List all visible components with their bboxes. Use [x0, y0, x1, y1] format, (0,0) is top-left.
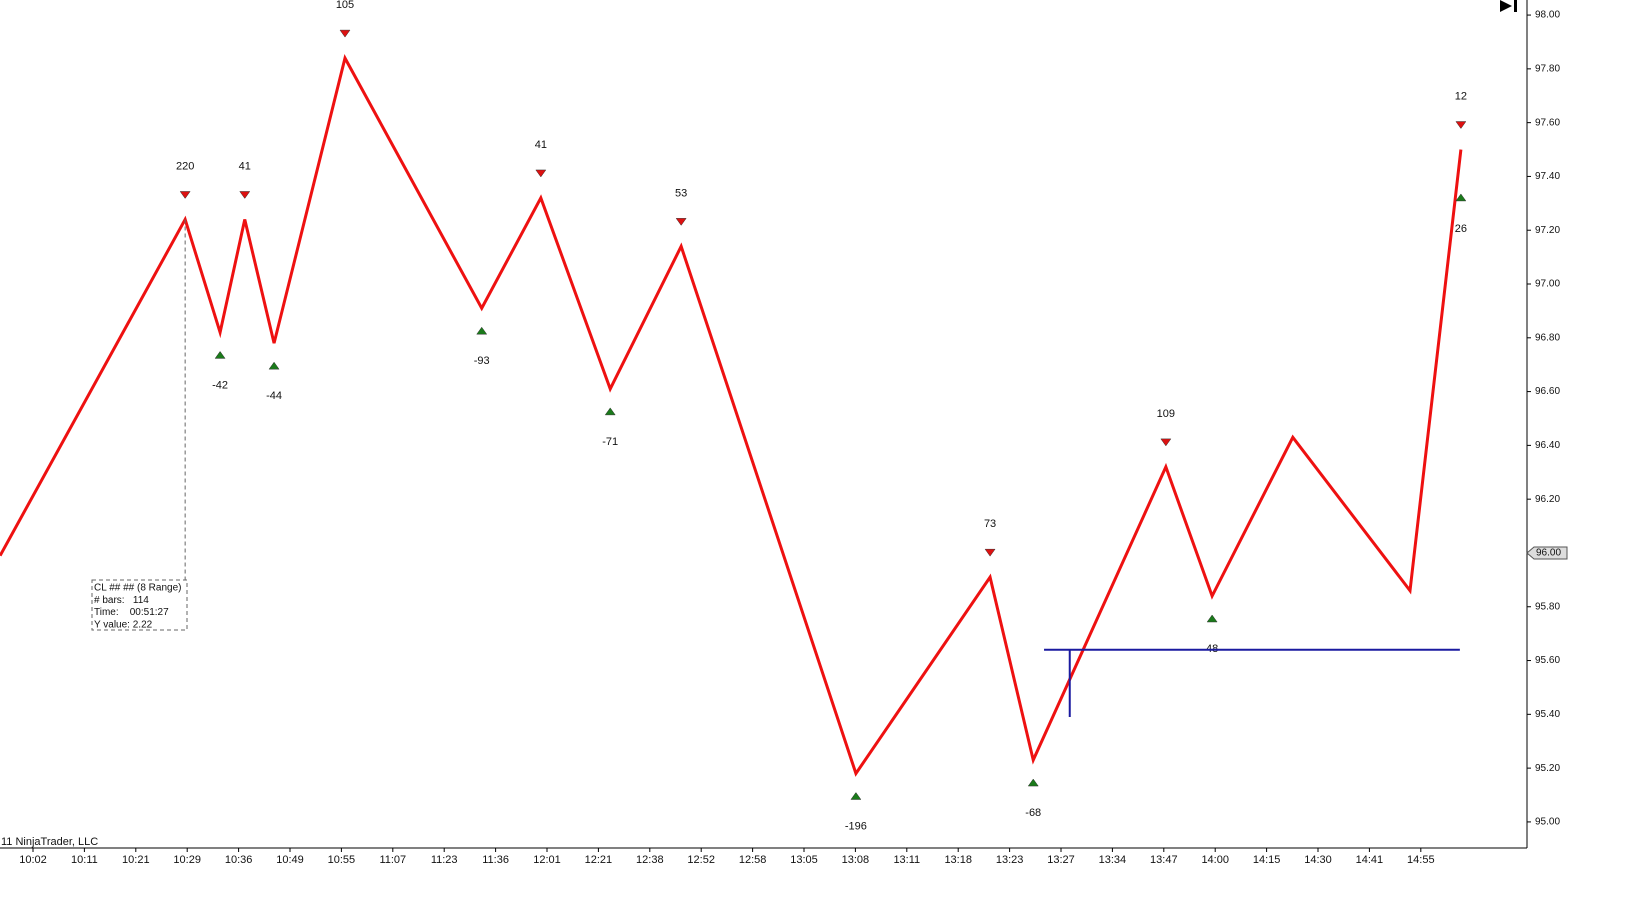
last-price-marker	[1526, 546, 1568, 560]
swing-label: -196	[845, 820, 867, 832]
y-tick-label: 96.80	[1535, 332, 1560, 343]
swing-label: 53	[675, 187, 687, 199]
swing-high-marker	[675, 218, 687, 226]
swing-low-marker	[1027, 778, 1039, 787]
x-tick-label: 13:47	[1150, 854, 1178, 866]
swing-label: 41	[239, 160, 251, 172]
swing-label: 12	[1455, 90, 1467, 102]
swing-high-marker	[339, 29, 351, 38]
x-tick-label: 11:07	[379, 854, 406, 866]
x-tick-label: 10:36	[225, 854, 253, 866]
x-tick-label: 12:21	[585, 854, 613, 866]
x-tick-label: 10:21	[122, 854, 150, 866]
y-tick-label: 97.80	[1535, 63, 1560, 74]
x-tick-label: 13:34	[1099, 854, 1127, 866]
x-tick-label: 11:36	[482, 854, 509, 866]
x-tick-label: 10:11	[71, 854, 98, 866]
x-tick-label: 14:00	[1201, 854, 1229, 866]
swing-high-marker	[239, 191, 251, 199]
y-tick-label: 97.00	[1535, 279, 1560, 290]
y-tick-label: 98.00	[1535, 10, 1560, 21]
x-tick-label: 12:52	[687, 854, 715, 866]
swing-label: -93	[474, 355, 490, 367]
info-text: # bars: 114	[94, 595, 149, 606]
info-text: CL ## ## (8 Range)	[94, 583, 181, 594]
swing-high-marker	[535, 169, 547, 178]
y-tick-label: 97.60	[1535, 117, 1560, 128]
y-tick-label: 97.40	[1535, 171, 1560, 182]
y-tick-label: 96.20	[1535, 494, 1560, 505]
x-tick-label: 10:49	[276, 854, 304, 866]
x-tick-label: 14:15	[1253, 854, 1281, 866]
y-tick-label: 95.80	[1535, 601, 1560, 612]
annotation: 26	[1455, 223, 1467, 235]
swing-low-marker	[1455, 193, 1467, 202]
swing-low-marker	[268, 361, 280, 370]
swing-high-marker	[1160, 438, 1172, 447]
swing-low-marker	[214, 350, 226, 359]
info-text: Y value: 2.22	[94, 620, 153, 631]
swing-label: -71	[602, 436, 618, 448]
swing-high-marker	[1455, 121, 1467, 129]
swing-label: 73	[984, 518, 996, 530]
swing-label: 105	[336, 0, 354, 11]
scroll-end-icon[interactable]	[1500, 0, 1517, 12]
x-tick-label: 11:23	[431, 854, 458, 866]
swing-label: -42	[212, 379, 228, 391]
y-tick-label: 95.60	[1535, 655, 1560, 666]
x-tick-label: 14:30	[1304, 854, 1332, 866]
x-tick-label: 13:27	[1047, 854, 1075, 866]
swing-low-marker	[850, 792, 862, 800]
y-tick-label: 96.40	[1535, 440, 1560, 451]
x-tick-label: 13:05	[790, 854, 818, 866]
swing-low-marker	[1206, 614, 1218, 623]
x-tick-label: 10:29	[173, 854, 201, 866]
x-tick-label: 12:58	[739, 854, 767, 866]
info-text: Time: 00:51:27	[94, 607, 169, 618]
swing-low-marker	[604, 407, 616, 416]
y-tick-label: 95.20	[1535, 763, 1560, 774]
x-tick-label: 13:08	[842, 854, 870, 866]
x-tick-label: 14:41	[1356, 854, 1384, 866]
y-tick-label: 96.60	[1535, 386, 1560, 397]
x-tick-label: 10:55	[328, 854, 356, 866]
x-tick-label: 14:55	[1407, 854, 1435, 866]
x-tick-label: 13:18	[944, 854, 972, 866]
swing-label: -44	[266, 390, 282, 402]
swing-high-marker	[984, 548, 996, 557]
x-tick-label: 13:11	[893, 854, 920, 866]
y-tick-label: 95.00	[1535, 817, 1560, 828]
swing-label: 41	[535, 139, 547, 151]
x-tick-label: 12:01	[533, 854, 561, 866]
y-tick-label: 97.20	[1535, 225, 1560, 236]
x-tick-label: 10:02	[19, 854, 47, 866]
swing-label: -68	[1025, 807, 1041, 819]
swing-high-marker	[179, 191, 191, 199]
swing-label: 220	[176, 160, 194, 172]
swing-low-marker	[476, 326, 488, 335]
zigzag-line	[0, 54, 1463, 777]
last-price-label: 96.00	[1536, 548, 1561, 559]
y-tick-label: 95.40	[1535, 709, 1560, 720]
x-tick-label: 12:38	[636, 854, 664, 866]
x-tick-label: 13:23	[996, 854, 1024, 866]
copyright: 11 NinjaTrader, LLC	[1, 836, 98, 848]
info-box	[91, 579, 188, 631]
swing-label: 109	[1157, 408, 1175, 420]
